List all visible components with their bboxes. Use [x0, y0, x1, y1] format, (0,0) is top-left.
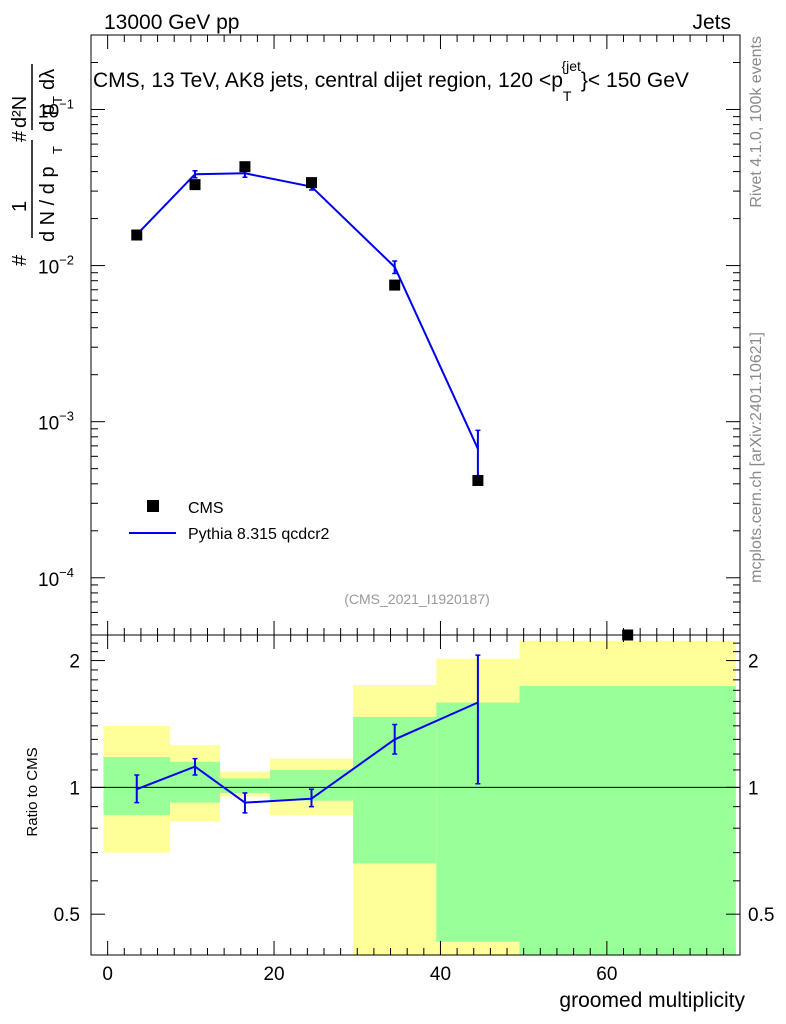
main-y-tick-label: 10−2	[38, 253, 74, 279]
ylabel-hash-2: #	[9, 130, 31, 142]
ratio-pythia-line	[136, 701, 479, 804]
ylabel-dlambda: dλ	[37, 69, 59, 90]
ratio-band-inner	[519, 686, 736, 955]
legend-cms-label: CMS	[188, 500, 224, 517]
main-y-tick-label: 10−3	[38, 409, 74, 435]
ratio-y-tick-label-left: 0.5	[54, 905, 80, 926]
chart-title-subscript: T	[563, 88, 572, 104]
ratio-y-tick-label-right: 2	[748, 652, 759, 673]
cms-data-point	[239, 161, 251, 173]
legend: CMS Pythia 8.315 qcdcr2	[129, 500, 330, 543]
rivet-version-label: Rivet 4.1.0, 100k events	[748, 36, 765, 208]
analysis-watermark: (CMS_2021_I1920187)	[344, 591, 490, 607]
chart-title: CMS, 13 TeV, AK8 jets, central dijet reg…	[93, 58, 689, 104]
cms-data-point	[389, 279, 401, 291]
x-tick-label: 60	[596, 964, 617, 985]
pythia-line	[136, 172, 479, 450]
chart-title-tail: }< 150 GeV	[581, 69, 689, 92]
chart-title-main: CMS, 13 TeV, AK8 jets, central dijet reg…	[93, 69, 563, 92]
x-axis-label: groomed multiplicity	[559, 989, 745, 1012]
ratio-y-tick-label-right: 1	[748, 778, 759, 799]
chart-title-superscript: {jet	[561, 58, 581, 74]
ylabel-t-sub-2: T	[50, 96, 65, 104]
main-panel-data	[131, 161, 634, 641]
axes: 10−4 10−3 10−2 10−1 0 20 40 60 0.5 0.5 1 1 2 2	[38, 35, 774, 985]
ylabel-denominator: d N / d p	[37, 166, 59, 242]
ratio-y-tick-label-left: 1	[69, 778, 80, 799]
cms-data-point	[189, 179, 201, 191]
ylabel-t-sub-1: T	[50, 146, 65, 154]
ylabel-one: 1	[9, 201, 31, 212]
x-tick-label: 20	[263, 964, 284, 985]
ylabel-hash-1: #	[9, 254, 31, 266]
ylabel-dpt: d p	[37, 104, 59, 132]
ratio-y-tick-label-right: 0.5	[748, 905, 774, 926]
main-y-tick-label: 10−4	[38, 565, 74, 591]
mcplots-label: mcplots.cern.ch [arXiv:2401.10621]	[748, 332, 765, 583]
cms-data-point	[131, 229, 143, 241]
ratio-y-tick-label-left: 2	[69, 652, 80, 673]
x-tick-label: 0	[102, 964, 113, 985]
x-tick-label: 40	[430, 964, 451, 985]
ratio-y-axis-label: Ratio to CMS	[24, 747, 41, 836]
legend-cms-marker	[147, 500, 159, 512]
header-energy-label: 13000 GeV pp	[104, 11, 239, 34]
ratio-panel-data	[91, 654, 740, 814]
main-y-tick-label: 10−1	[38, 96, 74, 122]
main-y-axis-label: # 1 d N / d p T # d²N d p T dλ	[9, 64, 65, 266]
legend-pythia-label: Pythia 8.315 qcdcr2	[188, 526, 330, 543]
ratio-band-inner	[219, 778, 270, 793]
main-panel-frame	[90, 34, 741, 636]
ylabel-d2n: d²N	[9, 96, 31, 128]
ratio-uncertainty-bands	[103, 640, 736, 955]
header-jets-label: Jets	[692, 11, 731, 34]
ratio-panel-frame	[90, 634, 741, 956]
cms-data-point	[305, 177, 317, 189]
cms-data-point	[472, 474, 484, 486]
